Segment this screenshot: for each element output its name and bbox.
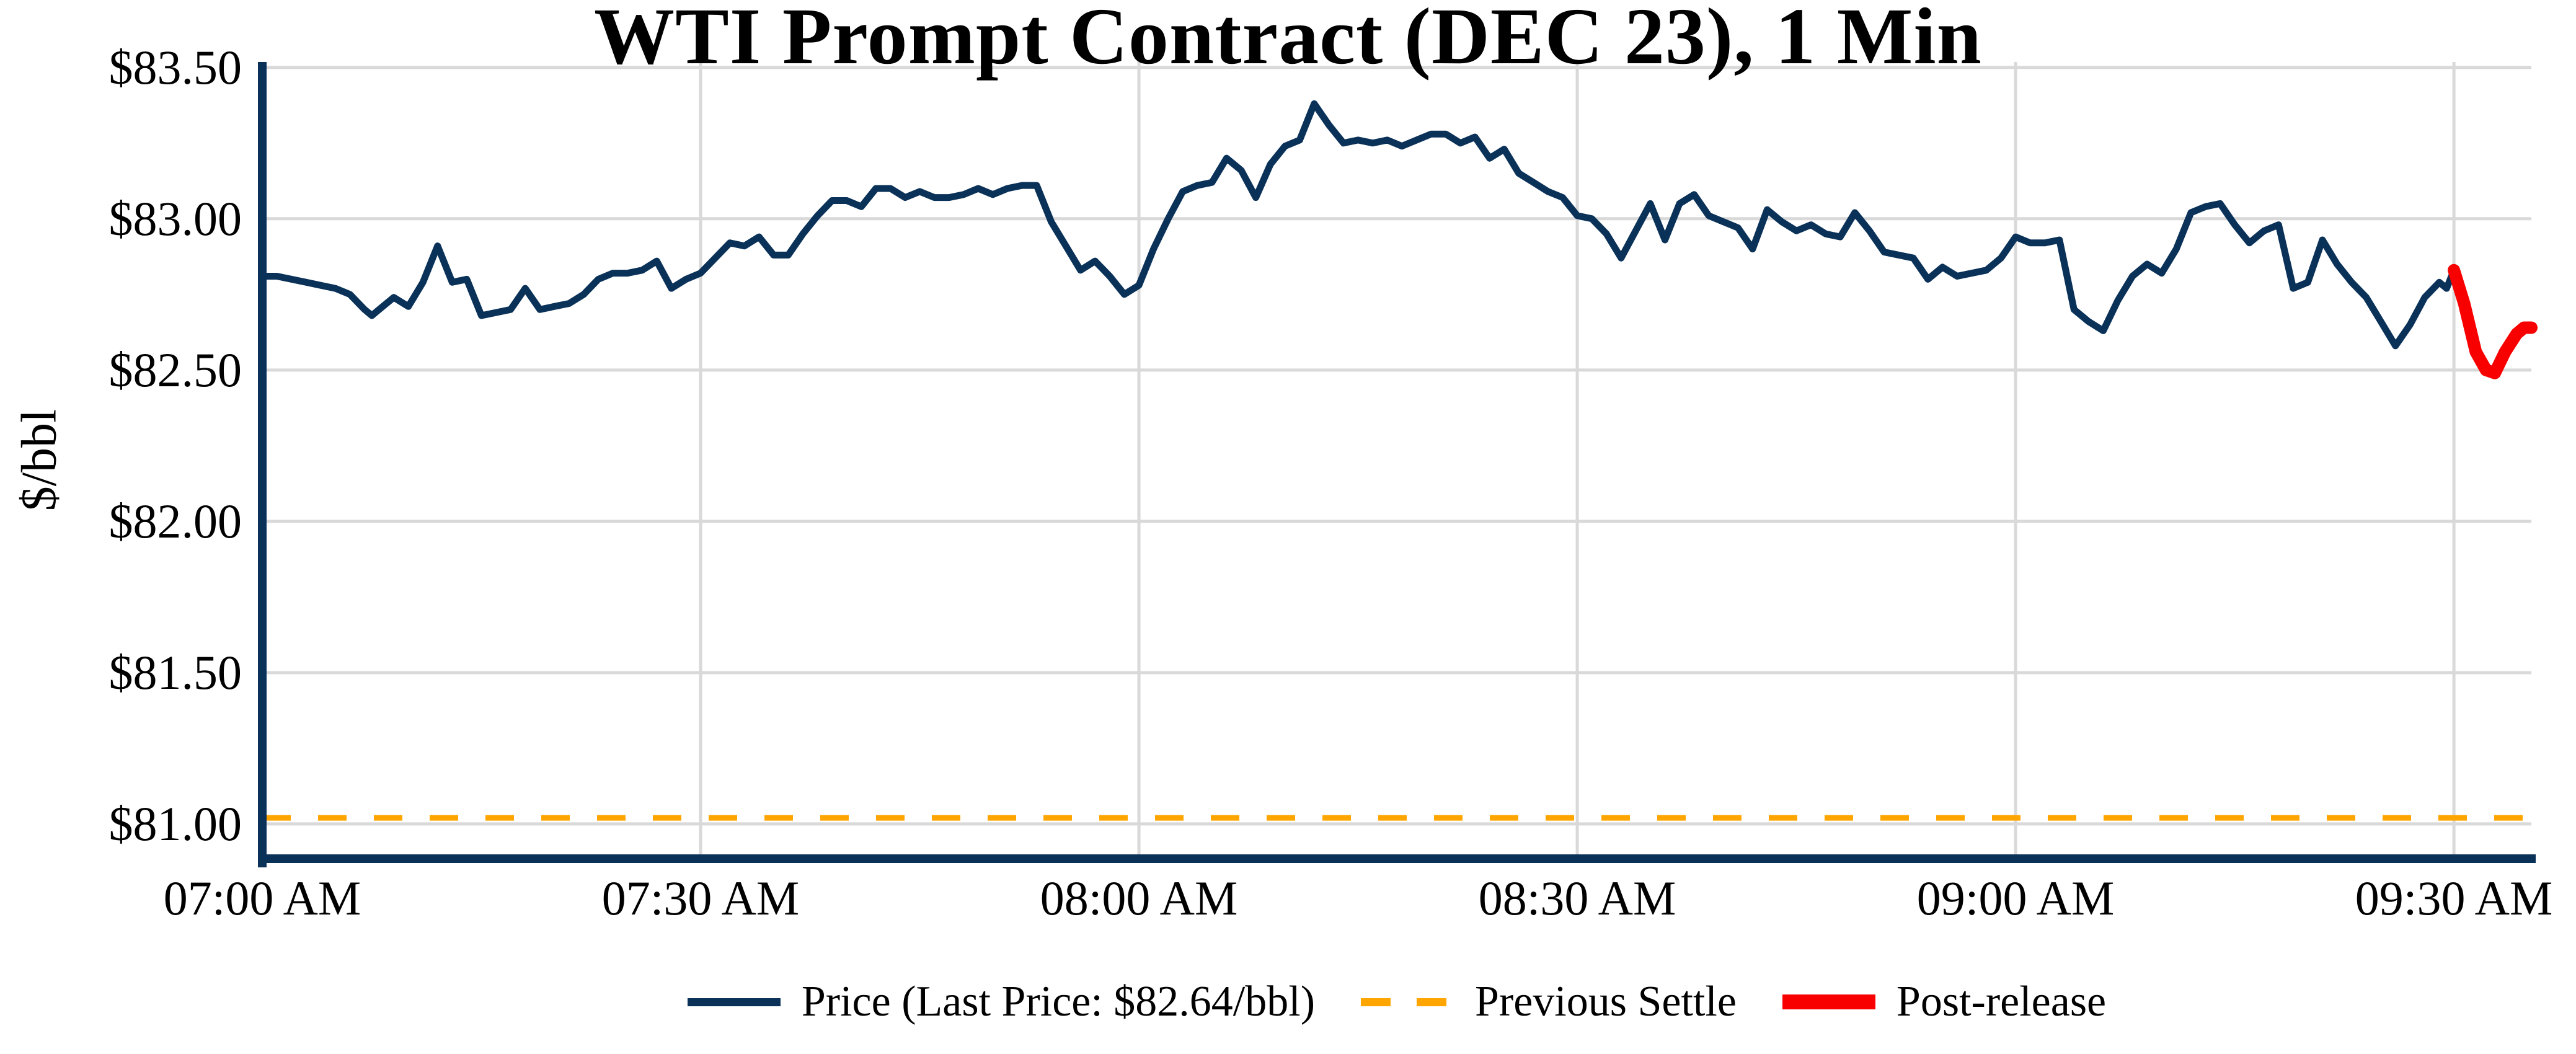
y-tick-label: $83.00 xyxy=(108,191,242,246)
y-tick-label: $82.50 xyxy=(108,342,242,397)
x-tick-label: 09:00 AM xyxy=(1916,871,2115,925)
post-release-line xyxy=(2448,264,2538,379)
legend: Price (Last Price: $82.64/bbl) Previous … xyxy=(262,965,2531,1039)
legend-item-post-release: Post-release xyxy=(1782,977,2106,1027)
y-tick-label: $81.50 xyxy=(108,645,242,699)
chart-title: WTI Prompt Contract (DEC 23), 1 Min xyxy=(594,0,1982,81)
x-tick-label: 08:00 AM xyxy=(1040,871,1238,925)
x-tick-label: 08:30 AM xyxy=(1478,871,1676,925)
left-spine xyxy=(258,62,267,867)
x-tick-label: 09:30 AM xyxy=(2355,871,2553,925)
y-tick-label: $82.00 xyxy=(108,494,242,548)
x-tick-label: 07:30 AM xyxy=(601,871,800,925)
y-axis-label: $/bbl xyxy=(12,409,67,512)
settle-dashed-swatch xyxy=(1361,998,1454,1006)
bottom-spine xyxy=(258,854,2536,863)
x-tick-label: 07:00 AM xyxy=(163,871,361,925)
legend-item-price: Price (Last Price: $82.64/bbl) xyxy=(687,977,1315,1027)
legend-label-price: Price (Last Price: $82.64/bbl) xyxy=(801,978,1315,1025)
post-release-swatch xyxy=(1782,994,1875,1009)
price-line-swatch xyxy=(687,998,781,1006)
y-tick-label: $83.50 xyxy=(108,40,242,94)
y-tick-label: $81.00 xyxy=(108,796,242,851)
legend-item-previous-settle: Previous Settle xyxy=(1361,977,1737,1027)
legend-label-previous-settle: Previous Settle xyxy=(1475,978,1737,1025)
legend-label-post-release: Post-release xyxy=(1896,978,2107,1025)
price-line xyxy=(259,100,2458,350)
